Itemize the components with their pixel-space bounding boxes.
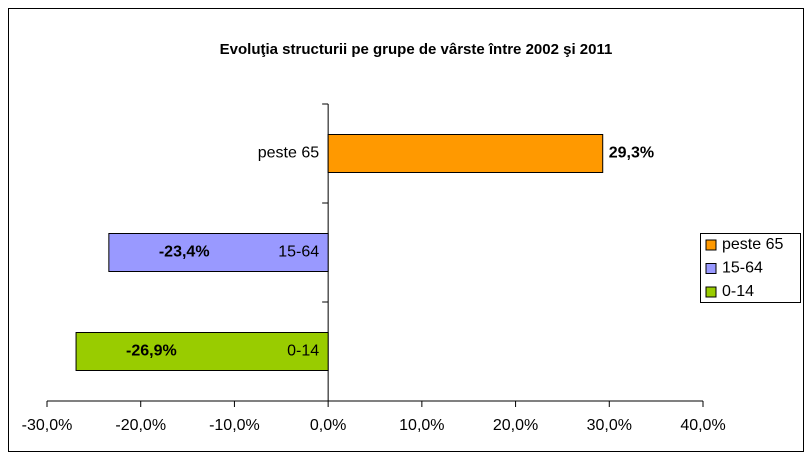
bar [327,134,604,173]
chart-frame [8,8,804,452]
category-label: 15-64 [278,244,319,261]
x-tick-label: -10,0% [209,417,260,434]
x-tick-label: -20,0% [115,417,166,434]
x-tick-label: 30,0% [587,417,632,434]
legend-label: 0-14 [722,283,754,300]
legend-swatch [705,286,717,298]
value-label: 29,3% [609,145,654,162]
x-tick-label: -30,0% [22,417,73,434]
x-tick-label: 20,0% [493,417,538,434]
legend-label: peste 65 [722,236,783,253]
bar [75,332,329,371]
legend-swatch [705,263,717,274]
x-tick-label: 10,0% [399,417,444,434]
x-tick-label: 0,0% [310,417,346,434]
value-label: -26,9% [126,343,177,360]
legend-label: 15-64 [722,260,763,277]
legend-swatch [705,239,717,251]
value-label: -23,4% [159,244,210,261]
category-label: peste 65 [258,145,319,162]
bar [108,233,329,272]
chart-title: Evoluţia structurii pe grupe de vârste î… [220,41,613,58]
legend-box [700,233,801,303]
category-label: 0-14 [287,343,319,360]
x-tick-label: 40,0% [680,417,725,434]
